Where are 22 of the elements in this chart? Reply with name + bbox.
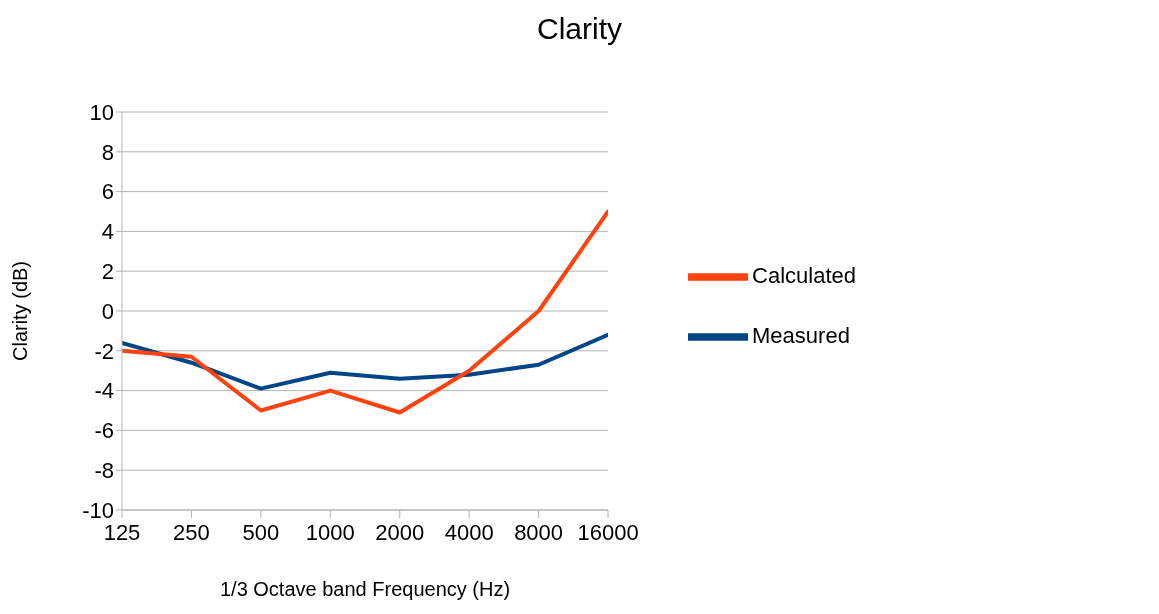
y-tick-label: 6 (101, 179, 114, 205)
y-tick-label: -2 (94, 338, 114, 364)
y-tick-label: 2 (101, 259, 114, 285)
legend-label: Calculated (752, 262, 856, 288)
y-tick-label: 8 (101, 139, 114, 165)
y-tick-label: -6 (94, 418, 114, 444)
x-tick-label: 8000 (514, 519, 564, 545)
x-tick-label: 16000 (577, 519, 639, 545)
y-tick-label: 10 (89, 99, 114, 125)
y-tick-label: 0 (101, 298, 114, 324)
y-tick-label: -8 (94, 458, 114, 484)
x-tick-label: 2000 (375, 519, 425, 545)
x-tick-label: 1000 (305, 519, 355, 545)
legend-label: Measured (752, 322, 850, 348)
y-axis-title: Clarity (dB) (9, 260, 32, 362)
x-tick-label: 500 (242, 519, 280, 545)
chart-title: Clarity (536, 12, 623, 46)
x-tick-label: 250 (173, 519, 210, 545)
x-tick-label: 4000 (444, 519, 494, 545)
x-axis-title: 1/3 Octave band Frequency (Hz) (219, 578, 511, 600)
y-tick-label: 4 (101, 219, 114, 245)
y-tick-label: -4 (94, 378, 114, 404)
